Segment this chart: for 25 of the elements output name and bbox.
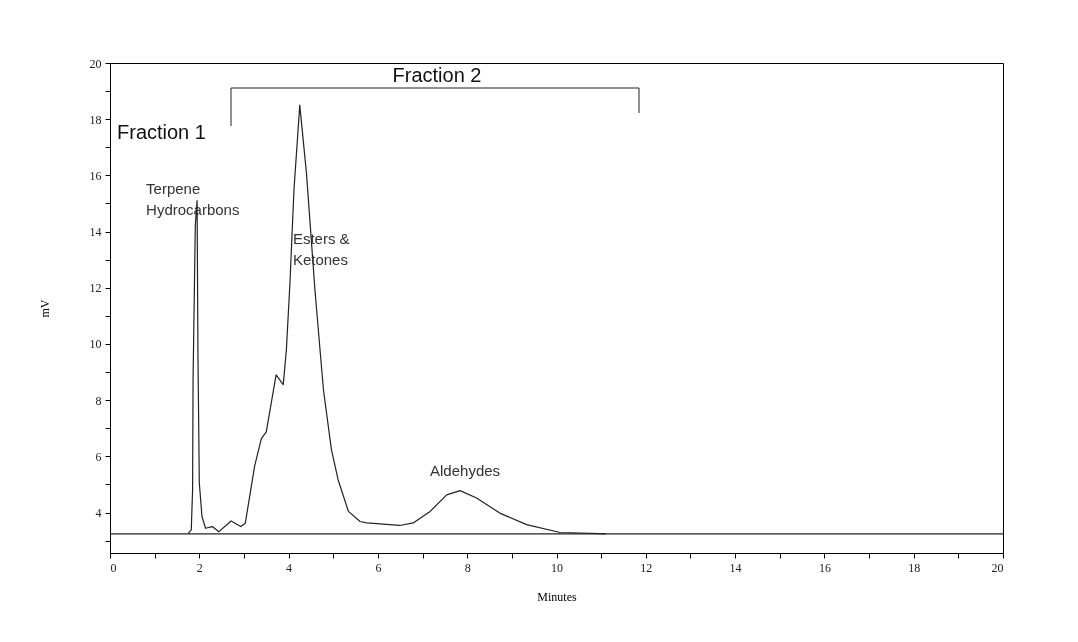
y-tick-label: 4 [95,506,102,521]
x-tick-label: 10 [551,560,563,575]
x-tick-label: 0 [110,560,117,575]
x-tick-label: 14 [729,560,742,575]
annotation: Aldehydes [430,461,501,479]
x-tick-label: 4 [286,560,293,575]
x-tick-label: 6 [375,560,382,575]
x-tick-label: 20 [991,560,1004,575]
x-axis-title: Minutes [537,589,577,604]
y-tick-label: 12 [89,281,102,296]
x-tick-label: 18 [908,560,921,575]
y-axis-title: mV [37,299,52,318]
y-tick-label: 20 [89,56,102,71]
y-tick-label: 14 [89,225,102,240]
x-tick-label: 8 [464,560,471,575]
y-tick-label: 16 [89,168,102,183]
y-tick-label: 6 [95,449,102,464]
y-tick-label: 18 [89,112,102,127]
y-tick-label: 8 [95,393,102,408]
annotation: Fraction 1 [117,121,206,143]
x-tick-label: 12 [640,560,653,575]
x-tick-label: 16 [818,560,831,575]
y-tick-label: 10 [89,337,102,352]
x-tick-label: 2 [196,560,203,575]
annotation: Fraction 2 [392,64,482,86]
